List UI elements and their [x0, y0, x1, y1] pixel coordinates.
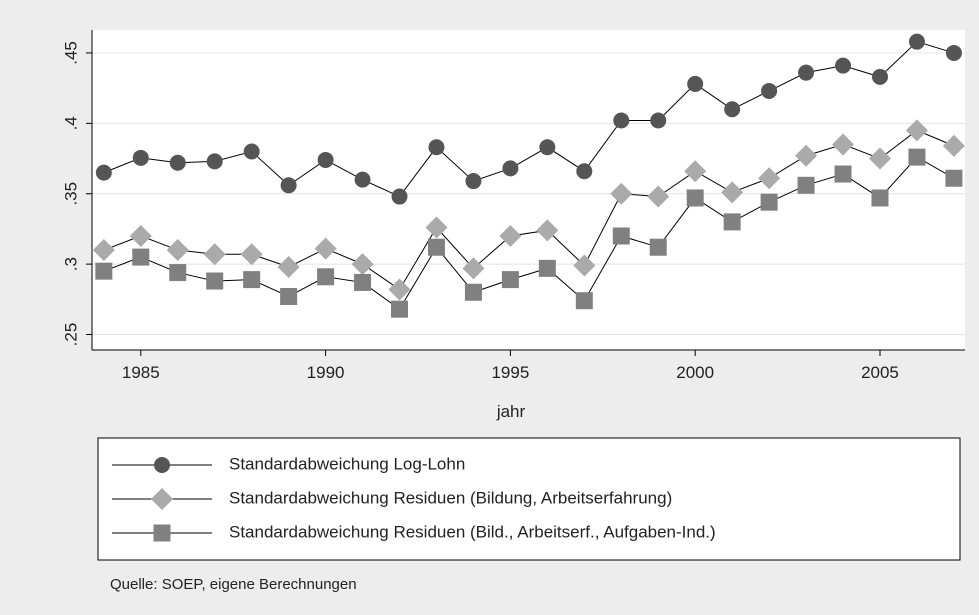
- marker: [945, 169, 963, 187]
- x-tick-label: 1990: [307, 363, 345, 382]
- x-axis-label: jahr: [496, 402, 526, 421]
- y-tick-label: .4: [61, 116, 80, 130]
- legend-label: Standardabweichung Log-Lohn: [229, 454, 465, 473]
- marker: [650, 112, 667, 129]
- marker: [243, 143, 260, 160]
- x-tick-label: 2000: [676, 363, 714, 382]
- marker: [280, 177, 297, 194]
- marker: [610, 182, 633, 205]
- marker: [908, 33, 925, 50]
- marker: [206, 272, 224, 290]
- marker: [536, 219, 559, 242]
- marker: [538, 259, 556, 277]
- marker: [169, 264, 187, 282]
- marker: [723, 213, 741, 231]
- marker: [575, 292, 593, 310]
- marker: [428, 139, 445, 156]
- marker: [797, 176, 815, 194]
- marker: [687, 75, 704, 92]
- marker: [351, 253, 374, 276]
- marker: [612, 227, 630, 245]
- legend-label: Standardabweichung Residuen (Bildung, Ar…: [229, 488, 672, 507]
- marker: [132, 149, 149, 166]
- marker: [499, 224, 522, 247]
- marker: [758, 167, 781, 190]
- y-tick-label: .45: [61, 41, 80, 65]
- marker: [761, 82, 778, 99]
- marker: [945, 44, 962, 61]
- marker: [613, 112, 630, 129]
- marker: [317, 268, 335, 286]
- marker: [243, 271, 261, 289]
- marker: [354, 171, 371, 188]
- marker: [647, 185, 670, 208]
- marker: [280, 288, 298, 306]
- marker: [462, 257, 485, 280]
- marker: [388, 278, 411, 301]
- note: Quelle: SOEP, eigene Berechnungen: [110, 576, 357, 593]
- marker: [206, 153, 223, 170]
- marker: [905, 119, 928, 142]
- legend-marker: [153, 524, 171, 542]
- marker: [868, 147, 891, 170]
- marker: [834, 165, 852, 183]
- legend-marker: [154, 457, 170, 473]
- marker: [502, 160, 519, 177]
- marker: [649, 238, 667, 256]
- marker: [465, 173, 482, 190]
- legend-marker: [151, 488, 173, 510]
- marker: [760, 193, 778, 211]
- y-tick-label: .25: [61, 323, 80, 347]
- marker: [427, 238, 445, 256]
- marker: [871, 189, 889, 207]
- marker: [942, 134, 965, 157]
- y-tick-label: .3: [61, 257, 80, 271]
- marker: [871, 68, 888, 85]
- marker: [391, 300, 409, 318]
- marker: [132, 248, 150, 266]
- marker: [908, 148, 926, 166]
- marker: [721, 181, 744, 204]
- marker: [169, 154, 186, 171]
- plot-area: [92, 30, 965, 350]
- marker: [95, 262, 113, 280]
- marker: [501, 271, 519, 289]
- marker: [576, 163, 593, 180]
- marker: [684, 160, 707, 183]
- marker: [798, 64, 815, 81]
- y-tick-label: .35: [61, 182, 80, 206]
- marker: [686, 189, 704, 207]
- marker: [129, 224, 152, 247]
- marker: [832, 133, 855, 156]
- marker: [724, 101, 741, 118]
- marker: [539, 139, 556, 156]
- x-tick-label: 2005: [861, 363, 899, 382]
- marker: [795, 144, 818, 167]
- marker: [277, 255, 300, 278]
- legend-box: [97, 437, 961, 561]
- marker: [95, 164, 112, 181]
- x-tick-label: 1985: [122, 363, 160, 382]
- marker: [425, 216, 448, 239]
- marker: [317, 151, 334, 168]
- marker: [835, 57, 852, 74]
- marker: [464, 283, 482, 301]
- legend-label: Standardabweichung Residuen (Bild., Arbe…: [229, 522, 716, 541]
- marker: [166, 239, 189, 262]
- marker: [314, 237, 337, 260]
- marker: [354, 273, 372, 291]
- marker: [92, 239, 115, 262]
- x-tick-label: 1995: [491, 363, 529, 382]
- marker: [391, 188, 408, 205]
- marker: [573, 254, 596, 277]
- marker: [240, 243, 263, 266]
- marker: [203, 243, 226, 266]
